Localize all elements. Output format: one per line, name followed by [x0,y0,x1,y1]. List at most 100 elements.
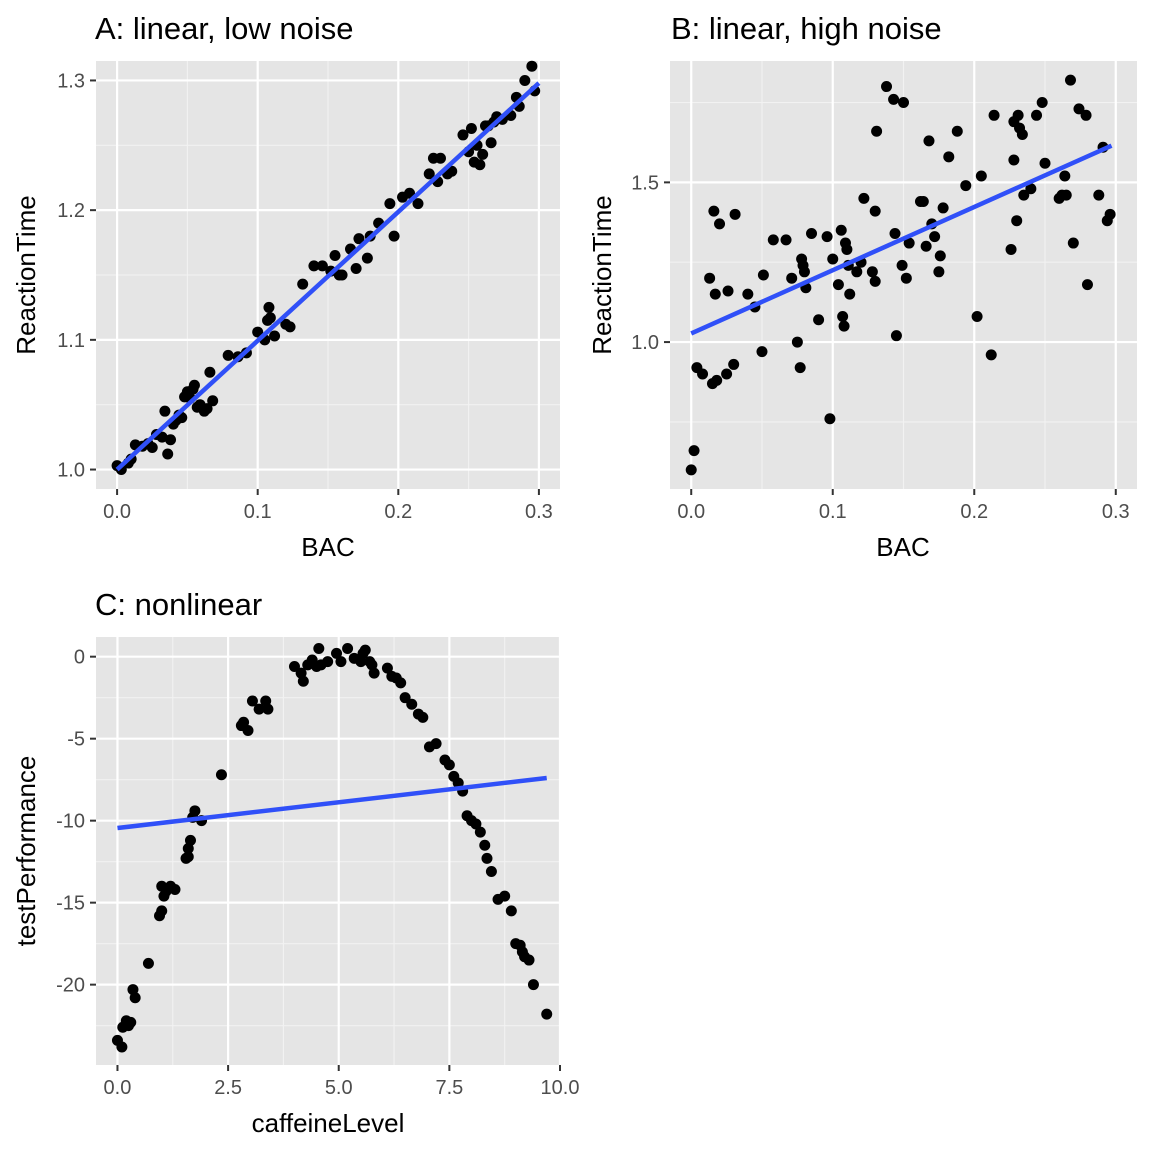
data-point [215,769,227,781]
panel-b-y-axis-label: ReactionTime [587,195,617,354]
data-point [896,259,908,271]
data-point [264,312,276,324]
data-point [1064,74,1076,86]
x-tick-label: 0.3 [525,501,553,523]
data-point [505,905,517,917]
data-point [951,125,963,137]
data-point [1060,189,1072,201]
panel-a-x-ticks: 0.0 0.1 0.2 0.3 [103,489,553,523]
data-point [756,346,768,358]
data-point [263,301,275,313]
data-point [866,266,878,278]
data-point [1104,208,1116,220]
data-point [527,979,539,991]
data-point [943,151,955,163]
data-point [165,434,177,446]
data-point [903,237,915,249]
data-point [146,441,158,453]
data-point [786,272,798,284]
x-tick-label: 0.2 [384,501,412,523]
x-tick-label: 0.0 [677,501,705,523]
data-point [1081,279,1093,291]
panel-b-x-axis-label: BAC [876,532,929,562]
data-point [1016,128,1028,140]
data-point [685,464,697,476]
y-tick-label: 1.5 [631,172,659,194]
data-point [342,642,354,654]
data-point [871,125,883,137]
data-point [933,266,945,278]
data-point [465,122,477,134]
data-point [129,992,141,1004]
data-point [116,1041,128,1053]
data-point [1031,109,1043,121]
data-point [384,198,396,210]
data-point [329,250,341,262]
data-point [485,865,497,877]
y-tick-label: -20 [56,975,85,997]
data-point [900,272,912,284]
data-point [368,667,380,679]
data-point [757,269,769,281]
data-point [858,192,870,204]
x-tick-label: 0.0 [103,501,131,523]
panel-b-x-ticks: 0.0 0.1 0.2 0.3 [677,489,1130,523]
data-point [1012,109,1024,121]
data-point [262,703,274,715]
data-point [207,395,219,407]
panel-a-y-ticks: 1.0 1.1 1.2 1.3 [57,70,96,482]
data-point [308,260,320,272]
data-point [359,644,371,656]
data-point [417,711,429,723]
panel-a-y-axis-label: ReactionTime [11,195,41,354]
data-point [704,272,716,284]
data-point [898,97,909,109]
data-point [162,448,174,460]
data-point [960,180,972,192]
data-point [189,805,201,817]
data-point [361,252,373,264]
data-point [184,834,196,846]
data-point [794,362,806,374]
data-point [688,445,700,457]
data-point [780,234,792,246]
data-point [169,884,181,896]
data-point [711,374,723,386]
data-point [890,330,902,342]
data-point [920,240,932,252]
panel-b-y-ticks: 1.0 1.5 [631,172,670,354]
data-point [381,662,393,674]
data-point [316,260,328,272]
data-point [1073,103,1085,115]
data-point [714,218,726,230]
panel-b-major-grid [670,61,1137,489]
data-point [406,698,418,710]
data-point [523,954,535,966]
data-point [457,129,469,141]
data-point [322,656,334,668]
data-point [697,368,709,380]
panel-b: B: linear, high noise 0.0 0.1 0.2 0.3 1.01.… [587,11,1137,562]
data-point [452,777,464,789]
data-point [937,202,949,214]
data-point [156,431,168,443]
data-point [813,314,825,326]
panel-c-plot-area [96,637,560,1065]
data-point [201,403,213,415]
panel-a-x-axis-label: BAC [301,532,354,562]
data-point [350,263,362,275]
y-tick-label: 1.3 [57,70,85,92]
data-point [827,253,839,265]
data-point [767,234,779,246]
data-point [838,320,850,332]
data-point [474,826,486,838]
data-point [434,152,446,164]
data-point [336,269,348,281]
data-point [395,677,407,689]
data-point [485,137,497,149]
data-point [1011,215,1023,227]
panel-c-x-axis-label: caffeineLevel [252,1108,405,1138]
x-tick-label: 0.2 [960,501,988,523]
data-point [721,368,733,380]
data-point [204,366,216,378]
